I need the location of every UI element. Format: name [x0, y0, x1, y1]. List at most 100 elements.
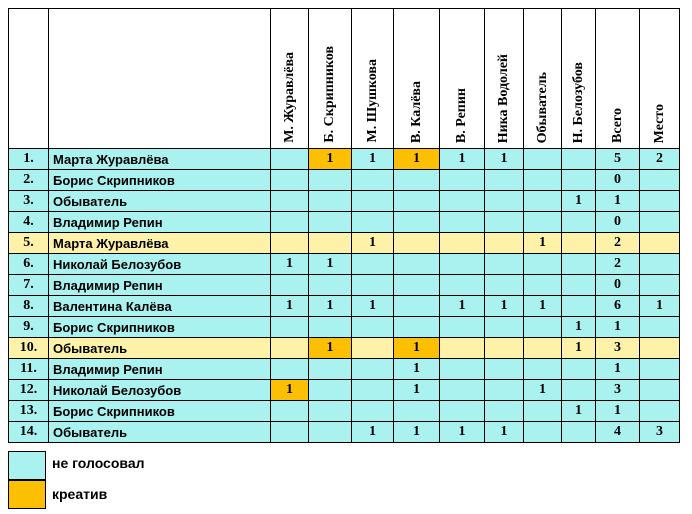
vote-cell: 1: [351, 421, 394, 443]
vote-cell: 1: [308, 337, 352, 359]
vote-cell: [484, 316, 524, 338]
column-header: Н. Белозубов: [561, 8, 596, 149]
vote-cell: 1: [484, 295, 524, 317]
vote-cell: 1: [351, 295, 394, 317]
vote-cell: [523, 400, 562, 422]
vote-cell: 1: [270, 295, 309, 317]
place-cell: [639, 379, 680, 401]
row-number: 11.: [8, 358, 49, 380]
vote-cell: [308, 421, 352, 443]
place-cell: [639, 337, 680, 359]
vote-cell: [393, 295, 440, 317]
vote-cell: [439, 211, 485, 233]
column-header-label: М. Шушкова: [364, 59, 380, 143]
column-header: Б. Скрипников: [308, 8, 352, 149]
row-number: 5.: [8, 232, 49, 254]
total-cell: 1: [595, 358, 640, 380]
vote-cell: [439, 190, 485, 212]
column-header-label: В. Калёва: [408, 80, 424, 143]
vote-cell: [393, 274, 440, 296]
row-name: Марта Журавлёва: [48, 148, 271, 170]
vote-cell: [523, 421, 562, 443]
vote-cell: [484, 169, 524, 191]
row-name: Владимир Репин: [48, 274, 271, 296]
place-cell: [639, 358, 680, 380]
vote-cell: [523, 190, 562, 212]
vote-cell: 1: [523, 295, 562, 317]
table-row: 8. Валентина Калёва 1 1 1 1 1 1 6 1: [8, 295, 680, 317]
vote-cell: [484, 379, 524, 401]
vote-cell: [561, 358, 596, 380]
row-number: 6.: [8, 253, 49, 275]
place-cell: [639, 190, 680, 212]
vote-cell: [270, 211, 309, 233]
vote-cell: 1: [270, 379, 309, 401]
column-header: Обыватель: [523, 8, 562, 149]
vote-cell: [484, 190, 524, 212]
vote-cell: [270, 337, 309, 359]
row-name: Обыватель: [48, 190, 271, 212]
vote-cell: 1: [393, 358, 440, 380]
vote-cell: [308, 358, 352, 380]
place-cell: [639, 274, 680, 296]
table-row: 3. Обыватель 1 1: [8, 190, 680, 212]
place-cell: [639, 253, 680, 275]
row-name: Борис Скрипников: [48, 169, 271, 191]
vote-cell: [561, 148, 596, 170]
vote-cell: 1: [270, 253, 309, 275]
vote-cell: [484, 358, 524, 380]
voting-table: М. Журавлёва Б. Скрипников М. Шушкова В.…: [8, 8, 680, 443]
table-row: 10. Обыватель 1 1 1 3: [8, 337, 680, 359]
legend-label-not-voted: не голосовал: [52, 455, 145, 471]
place-cell: 2: [639, 148, 680, 170]
vote-cell: [351, 337, 394, 359]
column-header: М. Шушкова: [351, 8, 394, 149]
vote-cell: [308, 316, 352, 338]
column-header-label: В. Репин: [454, 87, 469, 143]
row-name: Владимир Репин: [48, 211, 271, 233]
vote-cell: 1: [308, 295, 352, 317]
table-row: 2. Борис Скрипников 0: [8, 169, 680, 191]
table-row: 9. Борис Скрипников 1 1: [8, 316, 680, 338]
vote-cell: [561, 379, 596, 401]
column-header: В. Калёва: [393, 8, 440, 149]
total-cell: 3: [595, 337, 640, 359]
vote-cell: [484, 232, 524, 254]
vote-cell: [270, 274, 309, 296]
table-row: 11. Владимир Репин 1 1: [8, 358, 680, 380]
vote-cell: [351, 400, 394, 422]
row-number: 8.: [8, 295, 49, 317]
vote-cell: [393, 316, 440, 338]
row-number: 4.: [8, 211, 49, 233]
total-cell: 2: [595, 232, 640, 254]
place-cell: [639, 316, 680, 338]
vote-cell: 1: [561, 190, 596, 212]
vote-cell: [523, 274, 562, 296]
place-cell: [639, 169, 680, 191]
legend-swatch-creative: [8, 480, 46, 509]
total-cell: 3: [595, 379, 640, 401]
row-number: 1.: [8, 148, 49, 170]
vote-cell: [523, 148, 562, 170]
vote-cell: [393, 190, 440, 212]
vote-cell: [393, 232, 440, 254]
row-name: Обыватель: [48, 337, 271, 359]
row-name: Николай Белозубов: [48, 253, 271, 275]
table-row: 12. Николай Белозубов 1 1 1 3: [8, 379, 680, 401]
vote-cell: [439, 253, 485, 275]
row-name: Валентина Калёва: [48, 295, 271, 317]
legend-label-creative: креатив: [52, 486, 108, 502]
vote-cell: [351, 274, 394, 296]
vote-cell: 1: [561, 337, 596, 359]
vote-cell: 1: [439, 295, 485, 317]
column-header-label: Б. Скрипников: [322, 46, 337, 143]
column-header-label: М. Журавлёва: [281, 52, 297, 143]
vote-cell: 1: [351, 148, 394, 170]
row-name: Владимир Репин: [48, 358, 271, 380]
table-row: 6. Николай Белозубов 1 1 2: [8, 253, 680, 275]
vote-cell: [439, 337, 485, 359]
row-number: 10.: [8, 337, 49, 359]
total-cell: 2: [595, 253, 640, 275]
vote-cell: [484, 274, 524, 296]
vote-cell: [439, 400, 485, 422]
